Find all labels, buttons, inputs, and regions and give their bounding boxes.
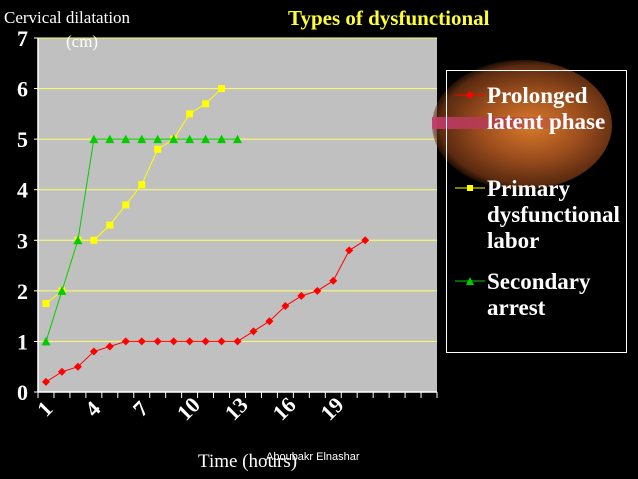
point-prolonged-18 [329, 276, 338, 285]
x-tick-label-19: 19 [315, 392, 348, 425]
point-prolonged-14 [265, 317, 274, 326]
point-secondary-2 [73, 235, 83, 245]
y-axis-unit: (cm) [66, 32, 99, 51]
y-tick-label-0: 0 [17, 380, 28, 405]
point-secondary-4 [105, 134, 115, 144]
point-primary-0 [42, 300, 50, 307]
point-primary-11 [218, 85, 226, 93]
point-prolonged-8 [169, 337, 178, 346]
y-tick-label-2: 2 [17, 279, 28, 304]
x-axis-label: Time (hours) [198, 451, 298, 472]
y-tick-label-7: 7 [17, 26, 28, 51]
point-prolonged-16 [297, 291, 306, 300]
point-prolonged-20 [361, 236, 370, 245]
point-prolonged-17 [313, 286, 322, 295]
point-secondary-11 [217, 134, 227, 144]
point-prolonged-1 [57, 367, 66, 376]
x-tick-label-7: 7 [128, 396, 153, 421]
legend-label-secondary: Secondary arrest [487, 269, 591, 320]
point-prolonged-19 [345, 246, 354, 255]
legend-band-decoration [432, 117, 582, 129]
legend-label-prolonged: Prolonged latent phase [487, 83, 606, 134]
point-prolonged-6 [137, 337, 146, 346]
point-prolonged-15 [281, 302, 290, 311]
point-prolonged-0 [41, 377, 50, 386]
plot-area [38, 38, 437, 392]
point-secondary-9 [185, 134, 195, 144]
point-primary-6 [138, 181, 146, 189]
point-prolonged-7 [153, 337, 162, 346]
point-prolonged-3 [89, 347, 98, 356]
x-tick-label-13: 13 [220, 392, 253, 425]
y-axis-label: Cervical dilatation [4, 8, 131, 27]
chart-title: Types of dysfunctional [288, 6, 490, 30]
watermark: Aboubakr Elnashar [266, 451, 360, 463]
legend: Prolonged latent phase Primary dysfuncti… [446, 70, 627, 353]
point-secondary-1 [57, 286, 67, 295]
point-secondary-12 [233, 134, 242, 144]
point-primary-9 [186, 110, 194, 118]
point-primary-10 [202, 100, 210, 108]
point-prolonged-5 [121, 337, 130, 346]
legend-key-secondary [455, 277, 485, 285]
x-tick-label-4: 4 [80, 396, 105, 421]
point-secondary-6 [137, 134, 147, 144]
y-tick-label-3: 3 [17, 228, 28, 253]
x-tick-label-1: 1 [32, 396, 57, 421]
legend-key-prolonged [455, 91, 485, 99]
x-tick-label-16: 16 [267, 392, 300, 425]
point-secondary-8 [169, 134, 179, 144]
point-secondary-5 [121, 134, 131, 144]
point-prolonged-11 [217, 337, 226, 346]
point-primary-7 [154, 145, 162, 153]
point-prolonged-2 [73, 362, 82, 371]
point-primary-4 [106, 221, 114, 229]
y-tick-label-1: 1 [17, 329, 28, 354]
point-prolonged-12 [233, 337, 242, 346]
point-prolonged-9 [185, 337, 194, 346]
point-prolonged-10 [201, 337, 210, 346]
y-tick-label-5: 5 [17, 127, 28, 152]
point-prolonged-13 [249, 327, 258, 336]
legend-key-primary [455, 185, 485, 191]
point-primary-3 [90, 236, 98, 244]
y-tick-label-4: 4 [17, 178, 28, 203]
point-primary-5 [122, 201, 130, 209]
point-secondary-0 [41, 336, 51, 346]
point-prolonged-4 [105, 342, 114, 351]
point-secondary-3 [89, 134, 99, 144]
point-secondary-10 [201, 134, 211, 144]
x-tick-label-10: 10 [172, 392, 205, 425]
y-tick-label-6: 6 [17, 77, 28, 102]
point-secondary-7 [153, 134, 163, 144]
legend-label-primary: Primary dysfunctional labor [487, 176, 620, 253]
